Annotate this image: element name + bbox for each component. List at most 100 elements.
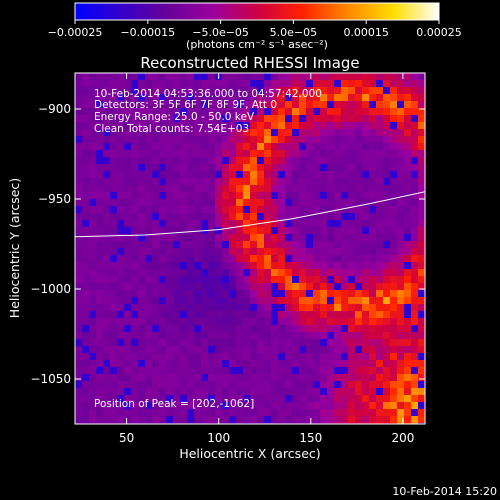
heatmap-cell bbox=[334, 416, 341, 423]
heatmap-cell bbox=[362, 157, 369, 164]
heatmap-cell bbox=[180, 332, 187, 339]
heatmap-cell bbox=[390, 283, 397, 290]
heatmap-cell bbox=[96, 220, 103, 227]
heatmap-cell bbox=[404, 213, 411, 220]
heatmap-cell bbox=[278, 192, 285, 199]
heatmap-cell bbox=[117, 276, 124, 283]
heatmap-cell bbox=[411, 213, 418, 220]
heatmap-cell bbox=[327, 283, 334, 290]
heatmap-cell bbox=[313, 367, 320, 374]
heatmap-cell bbox=[159, 297, 166, 304]
heatmap-cell bbox=[215, 94, 222, 101]
heatmap-cell bbox=[145, 157, 152, 164]
heatmap-cell bbox=[187, 101, 194, 108]
heatmap-cell bbox=[327, 311, 334, 318]
heatmap-cell bbox=[327, 101, 334, 108]
heatmap-cell bbox=[138, 220, 145, 227]
heatmap-cell bbox=[257, 115, 264, 122]
heatmap-cell bbox=[243, 178, 250, 185]
heatmap-cell bbox=[411, 304, 418, 311]
heatmap-cell bbox=[152, 227, 159, 234]
heatmap-cell bbox=[236, 220, 243, 227]
heatmap-cell bbox=[159, 206, 166, 213]
heatmap-cell bbox=[138, 94, 145, 101]
heatmap-cell bbox=[222, 94, 229, 101]
heatmap-cell bbox=[166, 276, 173, 283]
heatmap-cell bbox=[383, 150, 390, 157]
heatmap-cell bbox=[355, 164, 362, 171]
heatmap-cell bbox=[96, 311, 103, 318]
colorbar bbox=[74, 2, 440, 21]
heatmap-cell bbox=[236, 157, 243, 164]
heatmap-cell bbox=[145, 381, 152, 388]
heatmap-cell bbox=[229, 129, 236, 136]
heatmap-cell bbox=[355, 185, 362, 192]
heatmap-cell bbox=[299, 87, 306, 94]
heatmap-cell bbox=[82, 122, 89, 129]
heatmap-cell bbox=[138, 353, 145, 360]
heatmap-cell bbox=[404, 269, 411, 276]
heatmap-cell bbox=[222, 101, 229, 108]
heatmap-cell bbox=[306, 129, 313, 136]
heatmap-cell bbox=[229, 115, 236, 122]
heatmap-cell bbox=[201, 304, 208, 311]
heatmap-cell bbox=[103, 108, 110, 115]
heatmap-cell bbox=[110, 73, 117, 80]
heatmap-cell bbox=[376, 171, 383, 178]
heatmap-cell bbox=[145, 311, 152, 318]
heatmap-cell bbox=[348, 325, 355, 332]
heatmap-cell bbox=[138, 409, 145, 416]
heatmap-cell bbox=[96, 129, 103, 136]
heatmap-cell bbox=[229, 304, 236, 311]
heatmap-cell bbox=[418, 199, 425, 206]
heatmap-cell bbox=[243, 297, 250, 304]
heatmap-cell bbox=[306, 290, 313, 297]
heatmap-cell bbox=[173, 353, 180, 360]
heatmap-cell bbox=[390, 374, 397, 381]
heatmap-cell bbox=[257, 213, 264, 220]
heatmap-cell bbox=[257, 185, 264, 192]
heatmap-cell bbox=[264, 220, 271, 227]
heatmap-cell bbox=[166, 220, 173, 227]
heatmap-cell bbox=[264, 409, 271, 416]
heatmap-cell bbox=[341, 171, 348, 178]
heatmap-cell bbox=[243, 381, 250, 388]
heatmap-image bbox=[75, 73, 425, 424]
heatmap-cell bbox=[278, 367, 285, 374]
heatmap-cell bbox=[75, 164, 82, 171]
heatmap-cell bbox=[334, 346, 341, 353]
heatmap-cell bbox=[222, 381, 229, 388]
heatmap-cell bbox=[404, 311, 411, 318]
heatmap-cell bbox=[285, 178, 292, 185]
heatmap-cell bbox=[89, 325, 96, 332]
heatmap-cell bbox=[362, 353, 369, 360]
heatmap-cell bbox=[355, 150, 362, 157]
heatmap-cell bbox=[82, 206, 89, 213]
heatmap-cell bbox=[334, 136, 341, 143]
heatmap-cell bbox=[173, 395, 180, 402]
heatmap-cell bbox=[362, 122, 369, 129]
heatmap-cell bbox=[306, 122, 313, 129]
heatmap-cell bbox=[285, 367, 292, 374]
heatmap-cell bbox=[397, 150, 404, 157]
heatmap-cell bbox=[264, 283, 271, 290]
heatmap-cell bbox=[229, 255, 236, 262]
heatmap-cell bbox=[89, 360, 96, 367]
heatmap-cell bbox=[369, 164, 376, 171]
heatmap-cell bbox=[201, 129, 208, 136]
heatmap-cell bbox=[348, 402, 355, 409]
heatmap-cell bbox=[229, 381, 236, 388]
heatmap-cell bbox=[103, 241, 110, 248]
heatmap-cell bbox=[110, 171, 117, 178]
heatmap-cell bbox=[362, 227, 369, 234]
heatmap-cell bbox=[411, 283, 418, 290]
heatmap-cell bbox=[299, 297, 306, 304]
heatmap-cell bbox=[285, 388, 292, 395]
heatmap-cell bbox=[390, 416, 397, 423]
heatmap-cell bbox=[180, 199, 187, 206]
heatmap-cell bbox=[75, 108, 82, 115]
heatmap-cell bbox=[229, 164, 236, 171]
heatmap-cell bbox=[173, 346, 180, 353]
heatmap-cell bbox=[397, 395, 404, 402]
heatmap-cell bbox=[194, 290, 201, 297]
